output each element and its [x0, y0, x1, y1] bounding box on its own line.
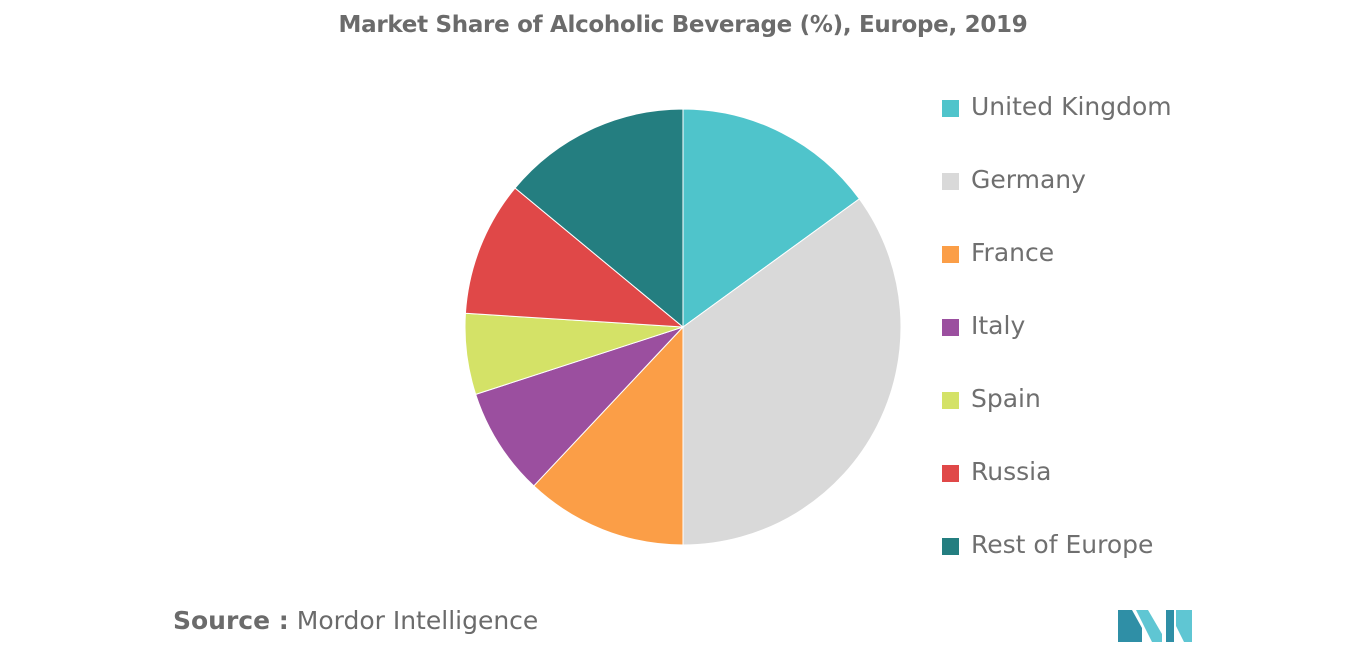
- legend-swatch: [942, 465, 959, 482]
- legend-item-united-kingdom: United Kingdom: [942, 92, 1302, 122]
- pie-slice-germany: [682, 198, 902, 546]
- source-value: Mordor Intelligence: [296, 606, 539, 635]
- legend-item-france: France: [942, 238, 1302, 268]
- chart-title: Market Share of Alcoholic Beverage (%), …: [338, 12, 1028, 38]
- legend-item-italy: Italy: [942, 311, 1302, 341]
- logo-left-shape: [1118, 610, 1142, 642]
- legend-swatch: [942, 246, 959, 263]
- mordor-intelligence-logo: [1118, 610, 1192, 642]
- source-key: Source :: [173, 606, 289, 635]
- legend-item-spain: Spain: [942, 384, 1302, 414]
- source-note: Source : Mordor Intelligence: [173, 606, 538, 635]
- legend-label: Italy: [971, 311, 1026, 340]
- legend-swatch: [942, 319, 959, 336]
- legend-item-germany: Germany: [942, 165, 1302, 195]
- legend-label: Russia: [971, 457, 1052, 486]
- logo-middle-shape: [1136, 610, 1162, 642]
- legend-label: Rest of Europe: [971, 530, 1154, 559]
- legend-swatch: [942, 538, 959, 555]
- legend-label: Spain: [971, 384, 1041, 413]
- legend-swatch: [942, 173, 959, 190]
- legend-swatch: [942, 392, 959, 409]
- legend-label: France: [971, 238, 1055, 267]
- legend-swatch: [942, 100, 959, 117]
- pie-slice-united-kingdom: [682, 108, 861, 328]
- pie-slice-italy: [475, 326, 684, 487]
- legend-item-russia: Russia: [942, 457, 1302, 487]
- legend-label: Germany: [971, 165, 1086, 194]
- pie-slice-france: [533, 325, 684, 546]
- pie-slice-russia: [464, 187, 685, 328]
- logo-bar-left: [1166, 610, 1174, 642]
- pie-slice-rest-of-europe: [514, 108, 684, 329]
- legend-item-rest-of-europe: Rest of Europe: [942, 530, 1302, 560]
- legend-label: United Kingdom: [971, 92, 1172, 121]
- logo-right-shape: [1176, 610, 1192, 642]
